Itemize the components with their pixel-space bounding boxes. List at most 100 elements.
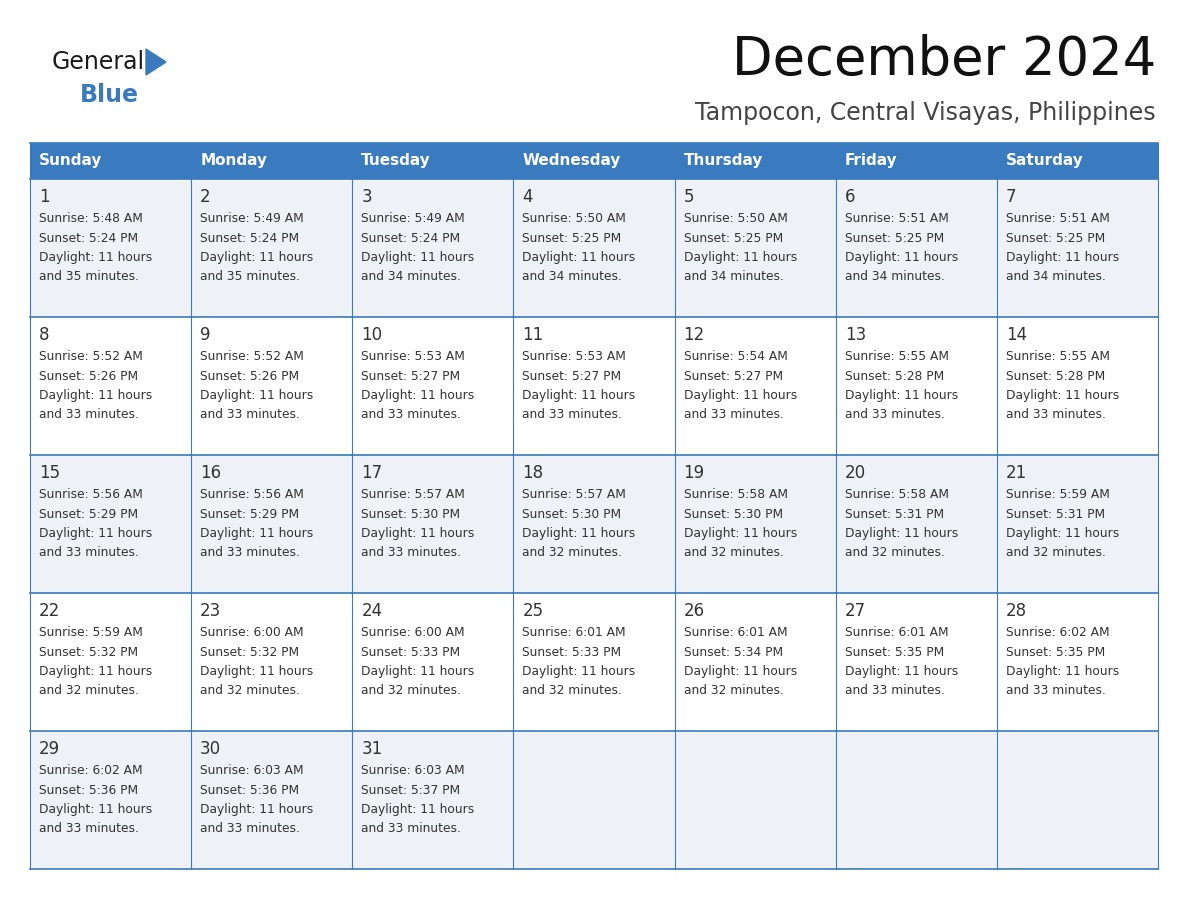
Text: and 35 minutes.: and 35 minutes. bbox=[200, 270, 301, 283]
Text: 20: 20 bbox=[845, 464, 866, 482]
Polygon shape bbox=[146, 49, 166, 75]
Text: and 33 minutes.: and 33 minutes. bbox=[1006, 684, 1106, 697]
Text: Daylight: 11 hours: Daylight: 11 hours bbox=[845, 251, 958, 263]
Bar bbox=[353, 143, 513, 179]
Bar bbox=[353, 593, 513, 731]
Text: and 33 minutes.: and 33 minutes. bbox=[200, 545, 301, 558]
Text: Daylight: 11 hours: Daylight: 11 hours bbox=[39, 388, 152, 401]
Bar bbox=[513, 731, 675, 869]
Text: General: General bbox=[52, 50, 145, 74]
Text: Sunrise: 5:57 AM: Sunrise: 5:57 AM bbox=[361, 488, 466, 501]
Text: Daylight: 11 hours: Daylight: 11 hours bbox=[200, 527, 314, 540]
Bar bbox=[30, 731, 191, 869]
Text: Sunset: 5:34 PM: Sunset: 5:34 PM bbox=[683, 645, 783, 658]
Text: Sunset: 5:25 PM: Sunset: 5:25 PM bbox=[845, 231, 944, 244]
Text: Sunday: Sunday bbox=[39, 153, 102, 169]
Text: and 32 minutes.: and 32 minutes. bbox=[523, 545, 623, 558]
Text: Daylight: 11 hours: Daylight: 11 hours bbox=[200, 388, 314, 401]
Text: and 32 minutes.: and 32 minutes. bbox=[361, 684, 461, 697]
Bar bbox=[30, 143, 191, 179]
Text: Daylight: 11 hours: Daylight: 11 hours bbox=[1006, 665, 1119, 677]
Text: Daylight: 11 hours: Daylight: 11 hours bbox=[523, 527, 636, 540]
Text: and 32 minutes.: and 32 minutes. bbox=[683, 684, 783, 697]
Text: Sunrise: 5:58 AM: Sunrise: 5:58 AM bbox=[845, 488, 949, 501]
Text: 19: 19 bbox=[683, 464, 704, 482]
Text: and 32 minutes.: and 32 minutes. bbox=[845, 545, 944, 558]
Text: 29: 29 bbox=[39, 740, 61, 758]
Text: Sunset: 5:25 PM: Sunset: 5:25 PM bbox=[523, 231, 621, 244]
Bar bbox=[513, 143, 675, 179]
Text: 18: 18 bbox=[523, 464, 544, 482]
Bar bbox=[191, 731, 353, 869]
Text: Sunrise: 5:55 AM: Sunrise: 5:55 AM bbox=[845, 351, 949, 364]
Bar bbox=[835, 179, 997, 317]
Text: Thursday: Thursday bbox=[683, 153, 763, 169]
Text: Wednesday: Wednesday bbox=[523, 153, 621, 169]
Text: and 34 minutes.: and 34 minutes. bbox=[1006, 270, 1106, 283]
Bar bbox=[353, 179, 513, 317]
Text: Daylight: 11 hours: Daylight: 11 hours bbox=[1006, 251, 1119, 263]
Text: Daylight: 11 hours: Daylight: 11 hours bbox=[39, 251, 152, 263]
Text: Daylight: 11 hours: Daylight: 11 hours bbox=[523, 665, 636, 677]
Text: Sunrise: 5:59 AM: Sunrise: 5:59 AM bbox=[1006, 488, 1110, 501]
Text: and 33 minutes.: and 33 minutes. bbox=[361, 545, 461, 558]
Text: Daylight: 11 hours: Daylight: 11 hours bbox=[200, 251, 314, 263]
Bar bbox=[835, 593, 997, 731]
Text: Daylight: 11 hours: Daylight: 11 hours bbox=[361, 251, 474, 263]
Text: Sunset: 5:27 PM: Sunset: 5:27 PM bbox=[683, 370, 783, 383]
Text: and 33 minutes.: and 33 minutes. bbox=[200, 822, 301, 834]
Text: 14: 14 bbox=[1006, 326, 1026, 344]
Text: Daylight: 11 hours: Daylight: 11 hours bbox=[683, 251, 797, 263]
Bar bbox=[997, 593, 1158, 731]
Text: Sunrise: 6:01 AM: Sunrise: 6:01 AM bbox=[683, 626, 788, 640]
Text: and 33 minutes.: and 33 minutes. bbox=[1006, 408, 1106, 420]
Text: Sunset: 5:31 PM: Sunset: 5:31 PM bbox=[845, 508, 943, 521]
Text: and 35 minutes.: and 35 minutes. bbox=[39, 270, 139, 283]
Text: Daylight: 11 hours: Daylight: 11 hours bbox=[683, 665, 797, 677]
Text: Sunrise: 5:57 AM: Sunrise: 5:57 AM bbox=[523, 488, 626, 501]
Text: Sunrise: 6:02 AM: Sunrise: 6:02 AM bbox=[39, 765, 143, 778]
Text: and 33 minutes.: and 33 minutes. bbox=[683, 408, 783, 420]
Bar bbox=[997, 317, 1158, 455]
Bar bbox=[353, 317, 513, 455]
Text: Sunrise: 6:03 AM: Sunrise: 6:03 AM bbox=[361, 765, 465, 778]
Text: Sunset: 5:32 PM: Sunset: 5:32 PM bbox=[200, 645, 299, 658]
Text: Sunrise: 5:52 AM: Sunrise: 5:52 AM bbox=[39, 351, 143, 364]
Text: December 2024: December 2024 bbox=[732, 34, 1156, 86]
Bar bbox=[191, 317, 353, 455]
Text: 26: 26 bbox=[683, 602, 704, 620]
Bar bbox=[353, 731, 513, 869]
Text: 15: 15 bbox=[39, 464, 61, 482]
Text: Daylight: 11 hours: Daylight: 11 hours bbox=[683, 527, 797, 540]
Text: 11: 11 bbox=[523, 326, 544, 344]
Text: Sunset: 5:29 PM: Sunset: 5:29 PM bbox=[39, 508, 138, 521]
Text: Sunset: 5:26 PM: Sunset: 5:26 PM bbox=[39, 370, 138, 383]
Text: 21: 21 bbox=[1006, 464, 1028, 482]
Text: and 34 minutes.: and 34 minutes. bbox=[845, 270, 944, 283]
Text: 5: 5 bbox=[683, 188, 694, 206]
Bar bbox=[835, 143, 997, 179]
Text: Daylight: 11 hours: Daylight: 11 hours bbox=[523, 388, 636, 401]
Text: and 33 minutes.: and 33 minutes. bbox=[39, 822, 139, 834]
Bar bbox=[675, 317, 835, 455]
Bar bbox=[675, 179, 835, 317]
Bar bbox=[675, 143, 835, 179]
Text: Daylight: 11 hours: Daylight: 11 hours bbox=[1006, 527, 1119, 540]
Text: and 33 minutes.: and 33 minutes. bbox=[523, 408, 623, 420]
Bar bbox=[191, 179, 353, 317]
Text: Tuesday: Tuesday bbox=[361, 153, 431, 169]
Text: Sunset: 5:27 PM: Sunset: 5:27 PM bbox=[361, 370, 461, 383]
Text: Saturday: Saturday bbox=[1006, 153, 1083, 169]
Text: Sunrise: 6:00 AM: Sunrise: 6:00 AM bbox=[200, 626, 304, 640]
Text: Sunset: 5:25 PM: Sunset: 5:25 PM bbox=[1006, 231, 1105, 244]
Text: 22: 22 bbox=[39, 602, 61, 620]
Text: and 33 minutes.: and 33 minutes. bbox=[39, 545, 139, 558]
Text: Daylight: 11 hours: Daylight: 11 hours bbox=[39, 802, 152, 815]
Text: 1: 1 bbox=[39, 188, 50, 206]
Text: Sunset: 5:30 PM: Sunset: 5:30 PM bbox=[683, 508, 783, 521]
Bar bbox=[513, 179, 675, 317]
Text: Daylight: 11 hours: Daylight: 11 hours bbox=[845, 388, 958, 401]
Text: Daylight: 11 hours: Daylight: 11 hours bbox=[683, 388, 797, 401]
Text: Sunrise: 5:56 AM: Sunrise: 5:56 AM bbox=[39, 488, 143, 501]
Text: Daylight: 11 hours: Daylight: 11 hours bbox=[361, 388, 474, 401]
